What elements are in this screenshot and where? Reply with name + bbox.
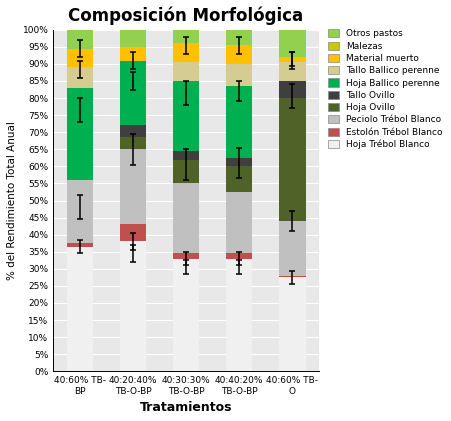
Bar — [120, 149, 146, 224]
Bar — [226, 192, 252, 253]
Bar — [278, 57, 305, 62]
Y-axis label: % del Rendimiento Total Anual: % del Rendimiento Total Anual — [7, 121, 17, 280]
Bar — [226, 30, 252, 45]
Bar — [172, 43, 199, 62]
Bar — [226, 158, 252, 166]
Bar — [120, 47, 146, 61]
Bar — [172, 81, 199, 151]
Bar — [172, 258, 199, 371]
Bar — [226, 253, 252, 258]
X-axis label: Tratamientos: Tratamientos — [139, 401, 232, 414]
Bar — [172, 28, 199, 43]
Bar — [66, 88, 93, 180]
Bar — [226, 166, 252, 192]
Bar — [226, 86, 252, 158]
Bar — [66, 30, 93, 48]
Bar — [120, 61, 146, 125]
Bar — [120, 137, 146, 149]
Bar — [66, 180, 93, 243]
Bar — [66, 243, 93, 247]
Bar — [66, 48, 93, 67]
Bar — [172, 184, 199, 253]
Bar — [66, 67, 93, 88]
Bar — [226, 64, 252, 86]
Bar — [120, 242, 146, 371]
Bar — [278, 98, 305, 221]
Title: Composición Morfológica: Composición Morfológica — [69, 7, 303, 25]
Bar — [120, 224, 146, 242]
Bar — [172, 253, 199, 258]
Bar — [278, 276, 305, 277]
Bar — [278, 62, 305, 81]
Bar — [172, 62, 199, 81]
Bar — [226, 258, 252, 371]
Bar — [278, 30, 305, 57]
Bar — [120, 30, 146, 47]
Bar — [66, 247, 93, 371]
Bar — [278, 81, 305, 98]
Bar — [172, 151, 199, 160]
Bar — [278, 221, 305, 276]
Bar — [278, 277, 305, 371]
Bar — [172, 160, 199, 184]
Legend: Otros pastos, Malezas, Material muerto, Tallo Ballico perenne, Hoja Ballico pere: Otros pastos, Malezas, Material muerto, … — [325, 27, 443, 151]
Bar — [226, 45, 252, 64]
Bar — [120, 125, 146, 137]
